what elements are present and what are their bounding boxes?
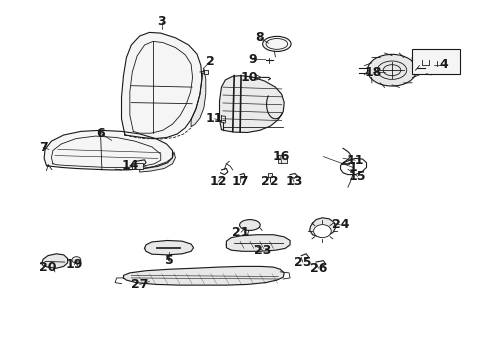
Text: 21: 21	[232, 226, 250, 239]
Text: 11: 11	[206, 112, 223, 125]
Text: 2: 2	[206, 55, 215, 68]
Polygon shape	[191, 68, 206, 127]
FancyBboxPatch shape	[204, 70, 208, 74]
Text: 16: 16	[272, 150, 290, 163]
Text: 25: 25	[294, 256, 312, 269]
Text: 6: 6	[96, 127, 105, 140]
Text: 11: 11	[346, 154, 364, 167]
FancyBboxPatch shape	[412, 49, 460, 74]
Text: 24: 24	[332, 219, 349, 231]
Text: 22: 22	[261, 175, 278, 188]
Text: 18: 18	[365, 66, 382, 78]
Text: 3: 3	[157, 15, 166, 28]
Circle shape	[314, 225, 331, 238]
Text: 7: 7	[39, 141, 48, 154]
Ellipse shape	[240, 220, 260, 230]
Text: 15: 15	[349, 170, 367, 183]
Polygon shape	[122, 32, 202, 139]
Polygon shape	[220, 76, 284, 132]
Text: 13: 13	[285, 175, 303, 188]
FancyBboxPatch shape	[132, 163, 143, 169]
Text: 1: 1	[348, 161, 357, 174]
Text: 20: 20	[39, 261, 57, 274]
Text: 17: 17	[231, 175, 249, 188]
Text: 5: 5	[165, 255, 173, 267]
Text: 9: 9	[248, 53, 257, 66]
Polygon shape	[42, 254, 68, 268]
Ellipse shape	[263, 36, 291, 51]
FancyBboxPatch shape	[278, 155, 287, 163]
Text: 10: 10	[240, 71, 258, 84]
Circle shape	[72, 257, 81, 263]
Text: 19: 19	[66, 258, 83, 271]
Polygon shape	[123, 266, 284, 285]
Text: 12: 12	[209, 175, 227, 188]
Ellipse shape	[368, 54, 416, 86]
Polygon shape	[44, 130, 172, 170]
Text: 4: 4	[439, 58, 448, 71]
Text: 26: 26	[310, 262, 327, 275]
Polygon shape	[226, 235, 290, 251]
Polygon shape	[145, 240, 194, 255]
Text: 8: 8	[255, 31, 264, 44]
Text: 14: 14	[121, 159, 139, 172]
Text: 23: 23	[254, 244, 271, 257]
Polygon shape	[140, 152, 175, 172]
Polygon shape	[310, 218, 336, 237]
FancyBboxPatch shape	[268, 173, 272, 177]
Text: 27: 27	[131, 278, 148, 291]
